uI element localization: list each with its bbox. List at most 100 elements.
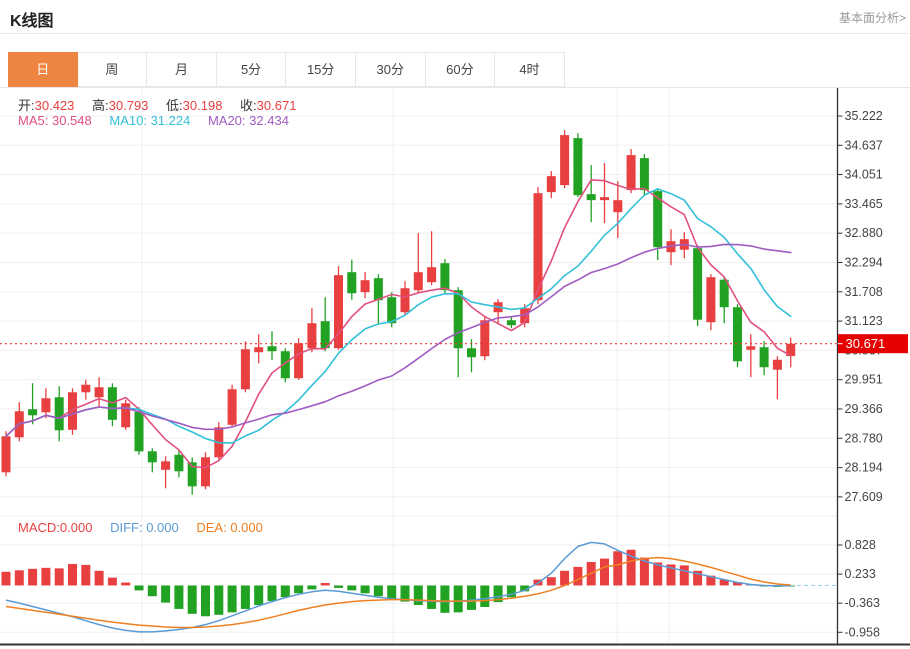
macd-histogram-bar bbox=[187, 585, 197, 614]
candle[interactable] bbox=[719, 277, 729, 324]
candle-body bbox=[68, 392, 77, 430]
candle[interactable] bbox=[360, 272, 370, 299]
candle[interactable] bbox=[320, 297, 330, 352]
candle-body bbox=[693, 248, 703, 320]
candle-body bbox=[373, 278, 383, 301]
low-label: 低: bbox=[166, 98, 183, 113]
candle[interactable] bbox=[1, 431, 11, 477]
tab-min5[interactable]: 5分 bbox=[216, 52, 287, 87]
candle-body bbox=[786, 343, 796, 357]
macd-histogram-bar bbox=[267, 585, 277, 602]
tab-week[interactable]: 周 bbox=[77, 52, 148, 87]
candle[interactable] bbox=[693, 245, 703, 327]
candle[interactable] bbox=[613, 181, 623, 239]
candle[interactable] bbox=[227, 384, 237, 428]
candle[interactable] bbox=[334, 266, 343, 350]
candle[interactable] bbox=[134, 407, 144, 455]
tab-min60[interactable]: 60分 bbox=[425, 52, 496, 87]
candle[interactable] bbox=[14, 402, 24, 442]
candle[interactable] bbox=[733, 304, 742, 368]
macd-histogram-bar bbox=[467, 585, 476, 610]
current-price-badge-value: 30.671 bbox=[846, 336, 886, 351]
macd-histogram-bar bbox=[254, 585, 264, 606]
macd-histogram-bar bbox=[653, 562, 663, 586]
candle[interactable] bbox=[759, 341, 769, 376]
macd-histogram-bar bbox=[28, 568, 38, 586]
macd-histogram-bar bbox=[560, 570, 570, 586]
candle[interactable] bbox=[480, 316, 490, 361]
candle[interactable] bbox=[294, 338, 304, 380]
tab-month[interactable]: 月 bbox=[147, 52, 217, 87]
axis-tick-label: 28.780 bbox=[845, 431, 883, 445]
candle[interactable] bbox=[586, 165, 596, 223]
macd-histogram-bar bbox=[334, 585, 343, 588]
tab-day[interactable]: 日 bbox=[8, 52, 78, 87]
macd-histogram-bar bbox=[161, 585, 171, 603]
fundamental-analysis-link[interactable]: 基本面分析> bbox=[838, 11, 906, 25]
candle-body bbox=[533, 193, 543, 301]
candle[interactable] bbox=[546, 171, 556, 199]
axis-tick-label: 31.123 bbox=[845, 314, 883, 328]
candle[interactable] bbox=[41, 388, 51, 419]
macd-histogram-bar bbox=[227, 585, 237, 613]
candle[interactable] bbox=[81, 379, 91, 400]
candle[interactable] bbox=[254, 334, 264, 364]
macd-histogram-bar bbox=[134, 585, 144, 591]
macd-layer bbox=[1, 541, 838, 633]
axis-tick-label: -0.363 bbox=[845, 596, 880, 610]
candle[interactable] bbox=[280, 348, 290, 383]
candle[interactable] bbox=[467, 339, 476, 373]
candle[interactable] bbox=[107, 383, 117, 427]
candle[interactable] bbox=[187, 457, 197, 495]
candle[interactable] bbox=[240, 341, 250, 393]
candle[interactable] bbox=[307, 308, 317, 353]
macd-histogram-bar bbox=[626, 549, 636, 586]
axis-tick-label: 34.051 bbox=[845, 168, 883, 182]
macd-histogram-bar bbox=[693, 570, 703, 586]
candle[interactable] bbox=[626, 149, 636, 194]
macd-histogram-bar bbox=[639, 557, 649, 586]
candle-body bbox=[467, 348, 476, 358]
close-label: 收: bbox=[240, 98, 257, 113]
candle[interactable] bbox=[772, 356, 782, 400]
candle[interactable] bbox=[560, 130, 570, 189]
diff-line bbox=[5, 541, 791, 633]
candle[interactable] bbox=[533, 187, 543, 305]
candle[interactable] bbox=[68, 388, 77, 435]
candle[interactable] bbox=[706, 274, 716, 331]
tab-min30[interactable]: 30分 bbox=[355, 52, 426, 87]
tab-hour4[interactable]: 4时 bbox=[495, 52, 565, 87]
candle[interactable] bbox=[347, 259, 357, 300]
grid-layer bbox=[0, 88, 838, 644]
candle[interactable] bbox=[600, 163, 609, 224]
tab-min15[interactable]: 15分 bbox=[286, 52, 356, 87]
candle[interactable] bbox=[174, 449, 184, 478]
candle[interactable] bbox=[427, 231, 437, 286]
candle[interactable] bbox=[506, 316, 516, 329]
macd-histogram-bar bbox=[294, 585, 304, 594]
candle[interactable] bbox=[786, 337, 796, 368]
candle[interactable] bbox=[161, 456, 171, 489]
candle-body bbox=[560, 135, 570, 186]
candle[interactable] bbox=[267, 331, 277, 360]
macd-histogram-bar bbox=[427, 585, 437, 609]
candle[interactable] bbox=[94, 377, 104, 408]
candle[interactable] bbox=[54, 386, 64, 442]
candle-body bbox=[201, 457, 210, 487]
candle[interactable] bbox=[121, 399, 131, 430]
candle[interactable] bbox=[201, 452, 210, 490]
candle[interactable] bbox=[400, 281, 410, 316]
ohlc-readout: 开:30.423 高:30.793 低:30.198 收:30.671 bbox=[18, 95, 296, 114]
candle-body bbox=[639, 158, 649, 191]
candle[interactable] bbox=[413, 233, 423, 294]
ma10-line bbox=[5, 188, 792, 444]
candle-body bbox=[174, 454, 184, 472]
candle[interactable] bbox=[573, 133, 583, 198]
candle[interactable] bbox=[28, 383, 38, 425]
candle-body bbox=[573, 138, 583, 196]
candle[interactable] bbox=[746, 334, 756, 378]
kline-chart-canvas[interactable]: 35.222 34.637 34.051 33.465 32.880 32.294 31.7… bbox=[0, 88, 910, 649]
candle-body bbox=[134, 411, 144, 452]
candle-body bbox=[334, 275, 343, 349]
candle[interactable] bbox=[147, 448, 157, 473]
